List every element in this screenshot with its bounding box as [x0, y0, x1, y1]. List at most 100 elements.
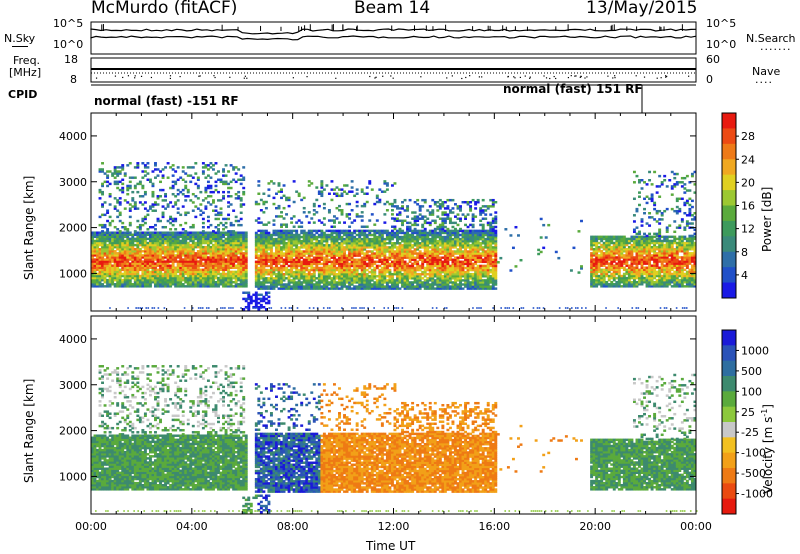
power-cell: [133, 176, 137, 179]
power-cell: [443, 235, 447, 239]
power-cell: [333, 268, 336, 272]
power-cell: [131, 276, 135, 280]
power-cell: [93, 274, 97, 278]
power-cell: [269, 264, 273, 268]
power-cell: [159, 268, 162, 272]
power-cell: [464, 279, 467, 282]
power-cell: [312, 202, 316, 206]
power-cell: [355, 285, 359, 288]
power-cell: [373, 237, 377, 241]
power-cell: [436, 239, 440, 243]
power-cell: [393, 233, 397, 237]
power-cell: [138, 241, 142, 245]
power-cell: [169, 245, 173, 249]
power-cell: [181, 245, 185, 249]
power-cell: [148, 274, 152, 278]
power-cell: [370, 262, 374, 266]
power-cell: [433, 248, 437, 251]
power-cell: [189, 274, 193, 278]
power-cell: [380, 239, 384, 243]
power-cell: [194, 266, 198, 269]
power-cell: [363, 266, 367, 270]
power-cell: [217, 250, 220, 253]
power-cell: [411, 287, 415, 290]
power-cell: [209, 280, 213, 284]
power-cell: [277, 250, 281, 253]
power-cell: [186, 252, 190, 255]
power-cell: [350, 279, 354, 282]
power-cell: [325, 256, 329, 259]
power-cell: [280, 256, 283, 259]
power-cell: [239, 266, 243, 269]
power-cell: [176, 247, 180, 251]
power-cell: [491, 283, 495, 286]
power-cell: [338, 246, 341, 249]
power-cell: [491, 231, 495, 235]
power-cell: [476, 248, 480, 251]
power-cell: [295, 285, 299, 288]
power-cell: [277, 283, 281, 286]
power-cell: [141, 245, 145, 249]
power-cell: [418, 252, 422, 255]
power-cell: [438, 287, 442, 290]
power-cell: [176, 239, 180, 243]
power-cell: [393, 217, 397, 220]
power-cell: [111, 278, 115, 282]
power-cell: [116, 278, 120, 282]
power-cell: [237, 272, 241, 276]
power-cell: [436, 279, 440, 282]
power-cell: [406, 209, 410, 212]
power-cell: [454, 231, 457, 235]
power-cell: [464, 258, 467, 261]
power-cell: [335, 285, 339, 288]
power-cell: [426, 260, 430, 264]
power-cell: [254, 250, 258, 253]
power-cell: [151, 237, 155, 241]
power-cell: [411, 217, 415, 220]
power-cell: [219, 252, 223, 255]
power-cell: [330, 239, 334, 243]
power-cell: [325, 285, 329, 288]
power-cell: [340, 242, 344, 245]
nave-dot: [660, 77, 662, 79]
power-cell: [489, 279, 493, 282]
power-cell: [363, 225, 367, 228]
power-cell: [317, 260, 321, 264]
power-cell: [423, 285, 427, 288]
power-cell: [380, 190, 384, 193]
power-cell: [295, 256, 299, 259]
power-cell: [426, 277, 430, 280]
power-cell: [229, 264, 233, 267]
power-cell: [239, 174, 243, 177]
power-cell: [171, 280, 175, 284]
power-cell: [206, 266, 210, 269]
power-cell: [123, 266, 127, 269]
power-cell: [123, 276, 127, 280]
power-cell: [454, 244, 457, 247]
power-cell: [199, 260, 203, 263]
power-cell: [426, 248, 430, 251]
power-cell: [174, 258, 178, 261]
power-cell: [401, 250, 404, 253]
power-cell: [267, 182, 271, 185]
power-cell: [431, 266, 435, 270]
power-cell: [217, 258, 220, 261]
power-cell: [348, 283, 352, 286]
power-cell: [459, 242, 462, 245]
power-cell: [373, 266, 377, 270]
power-cell: [229, 239, 233, 243]
power-cell: [154, 252, 157, 255]
power-cell: [348, 231, 352, 235]
power-cell: [280, 190, 283, 193]
power-cell: [350, 287, 354, 290]
power-cell: [423, 242, 427, 245]
power-cell: [136, 266, 140, 269]
power-cell: [353, 272, 357, 276]
power-cell: [403, 209, 407, 212]
power-cell: [280, 264, 283, 268]
power-cell: [179, 235, 183, 239]
power-cell: [305, 268, 309, 272]
power-cell: [91, 239, 94, 243]
power-cell: [136, 164, 140, 167]
power-cell: [327, 192, 331, 195]
